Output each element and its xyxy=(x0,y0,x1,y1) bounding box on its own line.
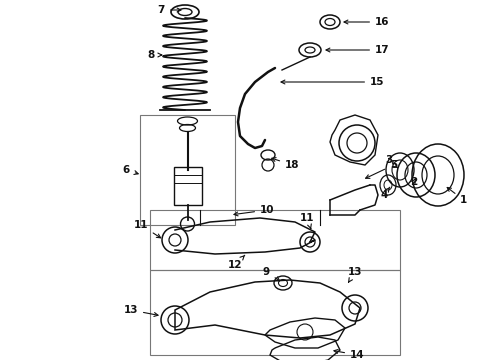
Text: 13: 13 xyxy=(123,305,158,316)
Bar xyxy=(140,115,235,225)
Text: 17: 17 xyxy=(326,45,390,55)
Text: 8: 8 xyxy=(148,50,162,60)
Text: 5: 5 xyxy=(366,160,397,178)
Text: 14: 14 xyxy=(334,350,365,360)
Text: 16: 16 xyxy=(344,17,390,27)
Text: 3: 3 xyxy=(385,155,397,168)
Text: 18: 18 xyxy=(272,158,299,170)
Text: 12: 12 xyxy=(228,255,245,270)
Text: 7: 7 xyxy=(158,5,181,15)
Bar xyxy=(150,270,400,355)
Text: 10: 10 xyxy=(234,205,274,216)
Text: 6: 6 xyxy=(123,165,138,175)
Text: 11: 11 xyxy=(300,213,315,229)
Text: 4: 4 xyxy=(380,187,390,200)
Text: 1: 1 xyxy=(447,188,467,205)
Bar xyxy=(150,210,400,270)
Text: 15: 15 xyxy=(281,77,385,87)
Text: 9: 9 xyxy=(263,267,280,281)
Bar xyxy=(173,167,201,205)
Text: 11: 11 xyxy=(133,220,161,238)
Text: 2: 2 xyxy=(410,177,417,187)
Text: 13: 13 xyxy=(348,267,363,282)
